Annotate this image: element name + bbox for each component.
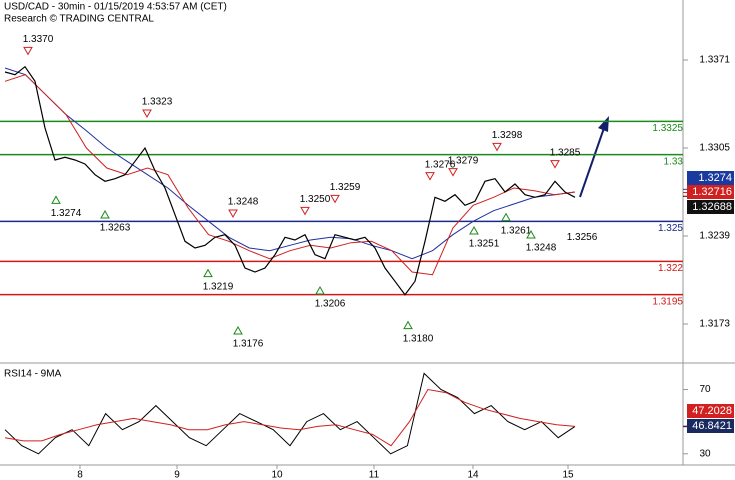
- annotation-label: 1.3248: [526, 243, 557, 254]
- high-marker: [228, 209, 238, 219]
- rsi-box-label: 46.8421: [692, 420, 732, 432]
- low-marker: [526, 229, 536, 239]
- rsi-line: [4, 388, 576, 447]
- level-label: 1.325: [658, 223, 683, 234]
- chart-title: USD/CAD - 30min - 01/15/2019 4:53:57 AM …: [4, 2, 227, 13]
- level-label: 1.3325: [652, 123, 683, 134]
- annotation-label: 1.3176: [233, 339, 264, 350]
- high-marker: [550, 160, 560, 169]
- level-label: 1.3195: [652, 296, 683, 307]
- high-marker: [425, 172, 435, 181]
- high-marker: [330, 194, 340, 204]
- annotation-label: 1.3274: [51, 208, 82, 219]
- annotation-label: 1.3206: [315, 299, 346, 310]
- annotation-label: 1.3276: [425, 159, 456, 170]
- rsi-box: [687, 404, 734, 418]
- y-tick-label: 1.3239: [699, 231, 730, 242]
- level-label: 1.322: [658, 263, 683, 274]
- x-tick-label: 14: [467, 470, 479, 480]
- annotation-label: 1.3251: [469, 239, 500, 250]
- price-box-label: 1.32716: [692, 186, 732, 198]
- price-box: [687, 185, 734, 199]
- high-marker: [300, 206, 310, 216]
- price-box-label: 1.3274: [698, 172, 732, 184]
- low-marker: [51, 195, 61, 204]
- annotation-label: 1.3248: [228, 197, 259, 208]
- x-tick-label: 8: [77, 470, 83, 480]
- rsi-tick-label: 70: [699, 384, 711, 395]
- rsi-box-label: 47.2028: [692, 405, 732, 417]
- chart-subtitle: Research © TRADING CENTRAL: [4, 14, 154, 25]
- annotation-label: 1.3261: [501, 225, 532, 236]
- annotation-label: 1.3263: [100, 223, 131, 234]
- x-tick-label: 9: [174, 470, 180, 480]
- low-marker: [403, 320, 413, 330]
- high-marker: [23, 46, 33, 56]
- high-marker: [142, 109, 152, 119]
- annotation-label: 1.3250: [300, 194, 331, 205]
- low-marker: [501, 212, 511, 222]
- forecast-arrow: [579, 127, 605, 198]
- high-marker: [448, 168, 458, 177]
- annotation-label: 1.3279: [448, 155, 479, 166]
- rsi-title: RSI14 - 9MA: [4, 369, 62, 380]
- ma-line: [4, 67, 576, 260]
- high-marker: [492, 142, 502, 152]
- y-tick-label: 1.3305: [699, 143, 730, 154]
- annotation-label: 1.3298: [492, 130, 523, 141]
- annotation-label: 1.3219: [203, 281, 234, 292]
- y-tick-label: 1.3371: [699, 55, 730, 66]
- low-marker: [100, 209, 110, 219]
- price-line: [4, 65, 576, 296]
- annotation-label: 1.3259: [330, 182, 361, 193]
- x-tick-label: 15: [562, 470, 574, 480]
- rsi-tick-label: 30: [699, 448, 711, 459]
- low-marker: [233, 325, 243, 335]
- price-box-label: 1.32688: [692, 201, 732, 213]
- x-tick-label: 11: [369, 470, 380, 480]
- price-box: [687, 171, 734, 185]
- forecast-arrowhead: [598, 116, 609, 132]
- annotation-label: 1.3180: [403, 333, 434, 344]
- ma-line: [4, 74, 576, 276]
- low-marker: [469, 225, 479, 235]
- annotation-label: 1.3323: [142, 97, 173, 108]
- low-marker: [203, 268, 213, 278]
- rsi-box: [687, 419, 734, 433]
- annotation-label: 1.3256: [567, 232, 598, 243]
- y-tick-label: 1.3173: [699, 319, 730, 330]
- price-box: [687, 200, 734, 214]
- low-marker: [315, 285, 325, 295]
- annotation-label: 1.3370: [23, 34, 54, 45]
- annotation-label: 1.3285: [550, 147, 581, 158]
- x-tick-label: 10: [271, 470, 283, 480]
- level-label: 1.33: [664, 156, 684, 167]
